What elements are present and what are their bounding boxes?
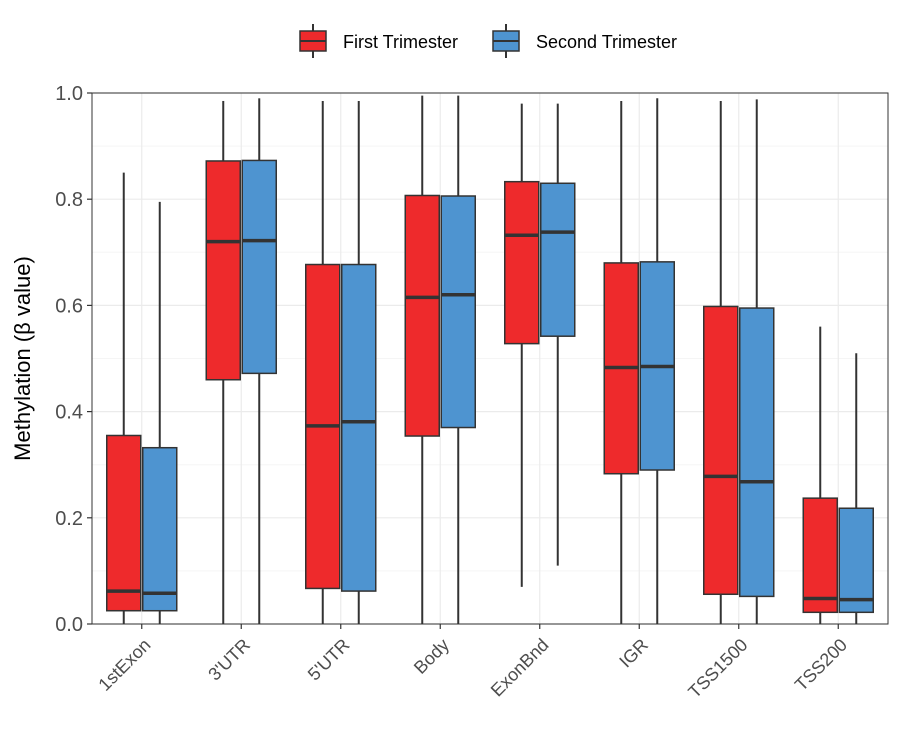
- box-IGR-Second Trimester: [639, 98, 675, 624]
- box-1stExon-First Trimester: [106, 172, 142, 624]
- box-1stExon-Second Trimester: [142, 201, 178, 624]
- x-tick-label: Body: [410, 635, 453, 678]
- x-tick-label: 3'UTR: [204, 635, 254, 685]
- x-axis: 1stExon 3'UTR 5'UTR Body ExonBnd IGR TSS1500 TS…: [94, 624, 851, 702]
- box-iqr: [703, 305, 739, 596]
- box-ExonBnd-Second Trimester: [540, 103, 576, 566]
- legend-label: First Trimester: [343, 32, 458, 52]
- box-iqr: [838, 507, 874, 614]
- box-iqr: [504, 180, 540, 345]
- x-tick-label: 1stExon: [94, 635, 154, 695]
- box-IGR-First Trimester: [603, 100, 639, 624]
- x-tick-label: IGR: [615, 635, 652, 672]
- box-TSS200-Second Trimester: [838, 353, 874, 624]
- box-iqr: [106, 434, 142, 612]
- x-tick-label: ExonBnd: [487, 635, 553, 701]
- y-tick-label: 0.0: [55, 614, 83, 636]
- y-tick-label: 0.6: [55, 295, 83, 317]
- x-tick-label: TSS1500: [684, 635, 751, 702]
- box-iqr: [739, 307, 775, 598]
- x-tick-label: 5'UTR: [304, 635, 354, 685]
- legend-item-first-trimester: First Trimester: [299, 24, 458, 58]
- y-tick-label: 0.8: [55, 189, 83, 211]
- y-tick-label: 0.2: [55, 508, 83, 530]
- box-iqr: [341, 263, 377, 592]
- box-iqr: [241, 159, 277, 375]
- box-Body-First Trimester: [404, 95, 440, 624]
- boxplot-marks: [106, 95, 874, 624]
- box-5'UTR-First Trimester: [305, 100, 341, 624]
- box-iqr: [802, 497, 838, 614]
- box-3'UTR-First Trimester: [205, 100, 241, 624]
- y-axis-title: Methylation (β value): [10, 256, 35, 461]
- box-TSS1500-Second Trimester: [739, 99, 775, 624]
- box-iqr: [205, 160, 241, 381]
- box-Body-Second Trimester: [440, 95, 476, 624]
- box-ExonBnd-First Trimester: [504, 103, 540, 587]
- box-iqr: [404, 194, 440, 437]
- box-TSS1500-First Trimester: [703, 100, 739, 624]
- y-tick-label: 0.4: [55, 402, 83, 424]
- legend-label: Second Trimester: [536, 32, 677, 52]
- box-TSS200-First Trimester: [802, 326, 838, 624]
- box-3'UTR-Second Trimester: [241, 98, 277, 624]
- box-iqr: [142, 446, 178, 612]
- x-tick-label: TSS200: [791, 635, 851, 695]
- legend-item-second-trimester: Second Trimester: [492, 24, 677, 58]
- box-5'UTR-Second Trimester: [341, 100, 377, 624]
- y-tick-label: 1.0: [55, 83, 83, 105]
- y-axis: 0.0 0.2 0.4 0.6 0.8 1.0: [55, 83, 92, 636]
- box-iqr: [540, 182, 576, 337]
- legend: First Trimester Second Trimester: [299, 24, 677, 58]
- panel-border: [91, 92, 889, 625]
- box-iqr: [440, 195, 476, 429]
